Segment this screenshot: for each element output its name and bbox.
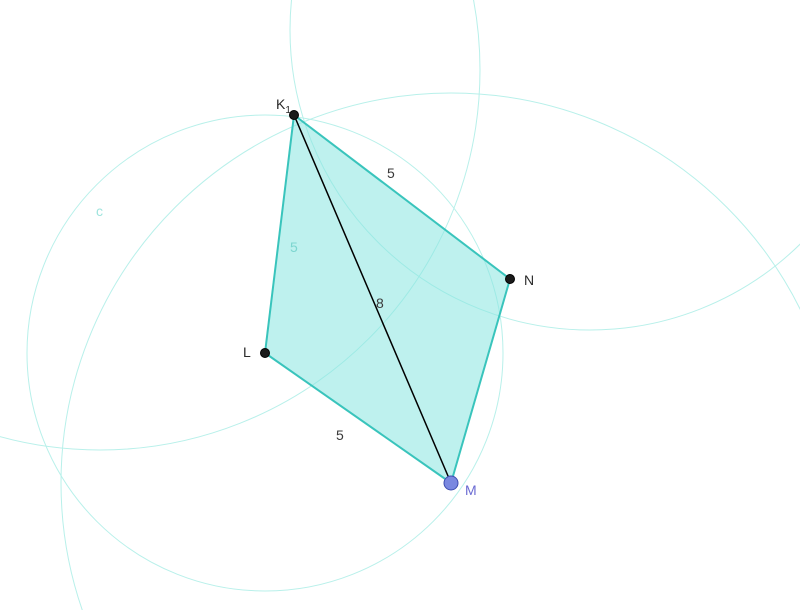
edge-label-2: 8 [376,295,384,311]
geometry-canvas: c 5 5 8 5 K1 L M N [0,0,800,610]
point-label-L: L [243,344,251,360]
point-M[interactable] [444,476,458,490]
edge-label-0: 5 [387,165,395,181]
point-label-N: N [524,272,534,288]
point-label-M: M [465,482,477,498]
point-label-K: K1 [276,96,291,116]
point-N[interactable] [506,275,515,284]
edge-label-1: 5 [290,239,298,255]
arc-label-c: c [96,203,103,219]
point-L[interactable] [261,349,270,358]
edge-label-3: 5 [336,427,344,443]
